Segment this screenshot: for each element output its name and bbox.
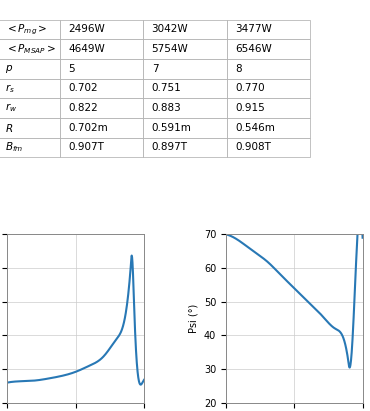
Y-axis label: Psi (°): Psi (°)	[188, 304, 198, 333]
